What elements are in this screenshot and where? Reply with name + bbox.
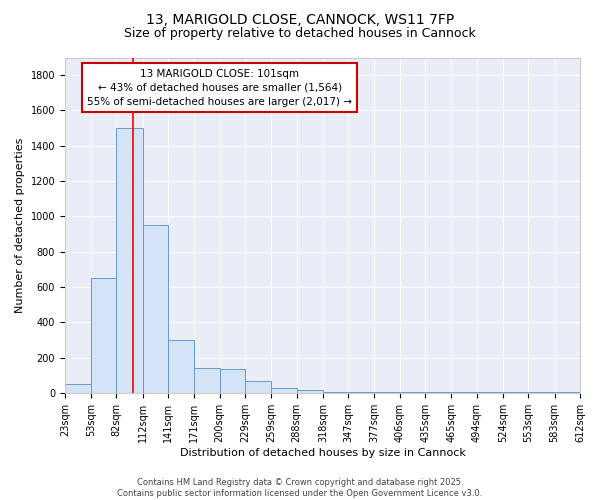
Bar [296, 390, 323, 393]
Bar [116, 128, 143, 393]
Bar [400, 392, 425, 393]
Bar [374, 392, 400, 393]
Bar [348, 392, 374, 393]
Bar [323, 392, 348, 393]
Bar [65, 384, 91, 393]
Bar [91, 278, 116, 393]
Text: Size of property relative to detached houses in Cannock: Size of property relative to detached ho… [124, 28, 476, 40]
Bar [194, 368, 220, 393]
Bar [143, 225, 168, 393]
Bar [168, 340, 194, 393]
Text: 13 MARIGOLD CLOSE: 101sqm
← 43% of detached houses are smaller (1,564)
55% of se: 13 MARIGOLD CLOSE: 101sqm ← 43% of detac… [87, 68, 352, 106]
Bar [245, 382, 271, 393]
X-axis label: Distribution of detached houses by size in Cannock: Distribution of detached houses by size … [179, 448, 466, 458]
Text: Contains HM Land Registry data © Crown copyright and database right 2025.
Contai: Contains HM Land Registry data © Crown c… [118, 478, 482, 498]
Bar [220, 369, 245, 393]
Text: 13, MARIGOLD CLOSE, CANNOCK, WS11 7FP: 13, MARIGOLD CLOSE, CANNOCK, WS11 7FP [146, 12, 454, 26]
Bar [271, 388, 296, 393]
Y-axis label: Number of detached properties: Number of detached properties [15, 138, 25, 313]
